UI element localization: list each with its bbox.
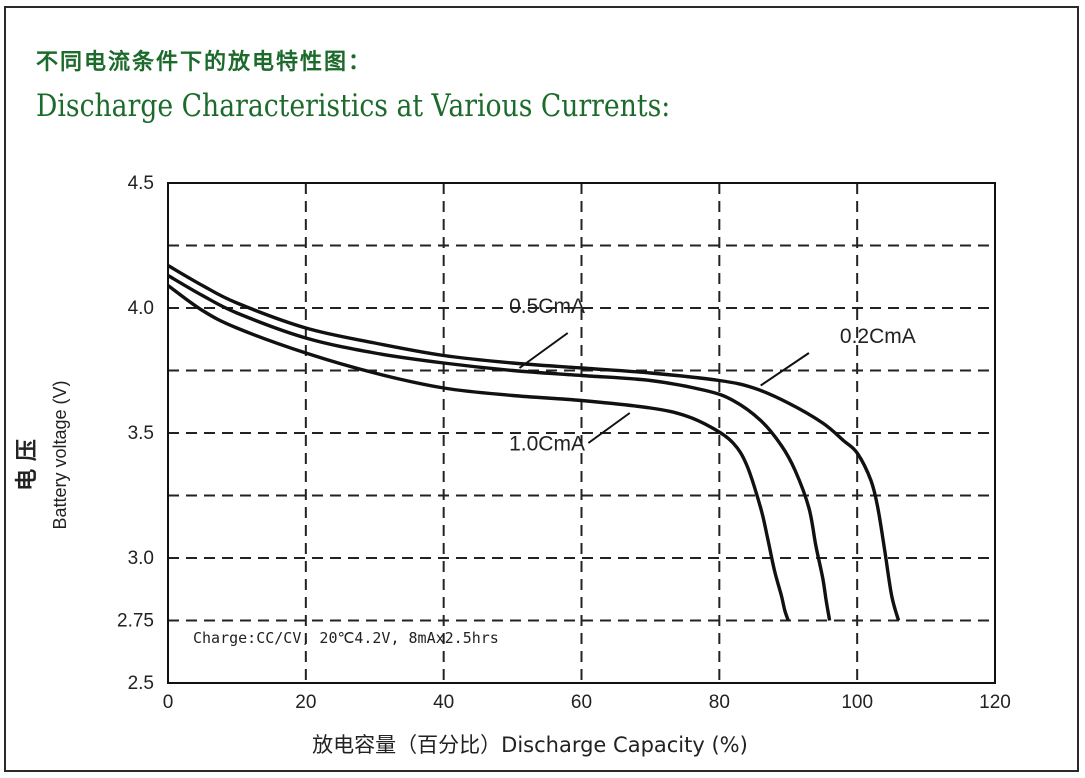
series-curves — [167, 264, 901, 622]
chart-frame — [4, 6, 1079, 772]
axis-tick-labels: 0 20 40 60 80 100 120 2.5 2.75 3.0 3.5 4.0 4.5 — [117, 173, 1011, 713]
callout-leader — [518, 332, 569, 369]
grid-lines — [168, 183, 995, 683]
x-axis-label: 放电容量（百分比）Discharge Capacity (%) — [312, 733, 748, 757]
y-tick-label: 4.0 — [128, 298, 154, 319]
callout-leader — [587, 412, 631, 444]
y-tick-label: 2.5 — [128, 673, 154, 694]
y-tick-label: 2.75 — [117, 611, 154, 632]
y-tick-label: 3.0 — [128, 548, 154, 569]
x-tick-label: 80 — [709, 692, 730, 713]
y-tick-label: 4.5 — [128, 173, 154, 194]
y-tick-label: 3.5 — [128, 423, 154, 444]
x-tick-label: 40 — [433, 692, 454, 713]
series-line-1-0cma — [167, 284, 790, 622]
x-tick-label: 20 — [295, 692, 316, 713]
callout-leader — [760, 352, 810, 387]
chart-title-chinese: 不同电流条件下的放电特性图： — [36, 50, 373, 75]
y-axis-label: Battery voltage (V) — [50, 380, 70, 529]
x-tick-label: 120 — [979, 692, 1011, 713]
chart-title-english: Discharge Characteristics at Various Cur… — [36, 88, 671, 124]
series-label: 0.5CmA — [509, 295, 585, 318]
x-tick-label: 100 — [841, 692, 873, 713]
series-label: 1.0CmA — [509, 433, 585, 456]
y-axis-label-chinese: 电 压 — [15, 439, 40, 491]
series-line-0-2cma — [167, 264, 901, 621]
series-line-0-5cma — [167, 274, 832, 621]
plot-area-border — [167, 182, 996, 684]
charge-condition-note: Charge:CC/CV, 20℃4.2V, 8mAx2.5hrs — [193, 629, 499, 647]
x-tick-label: 0 — [163, 692, 174, 713]
series-label: 0.2CmA — [840, 325, 916, 348]
x-tick-label: 60 — [571, 692, 592, 713]
series-callouts: 0.2CmA 0.5CmA 1.0CmA — [509, 295, 916, 456]
